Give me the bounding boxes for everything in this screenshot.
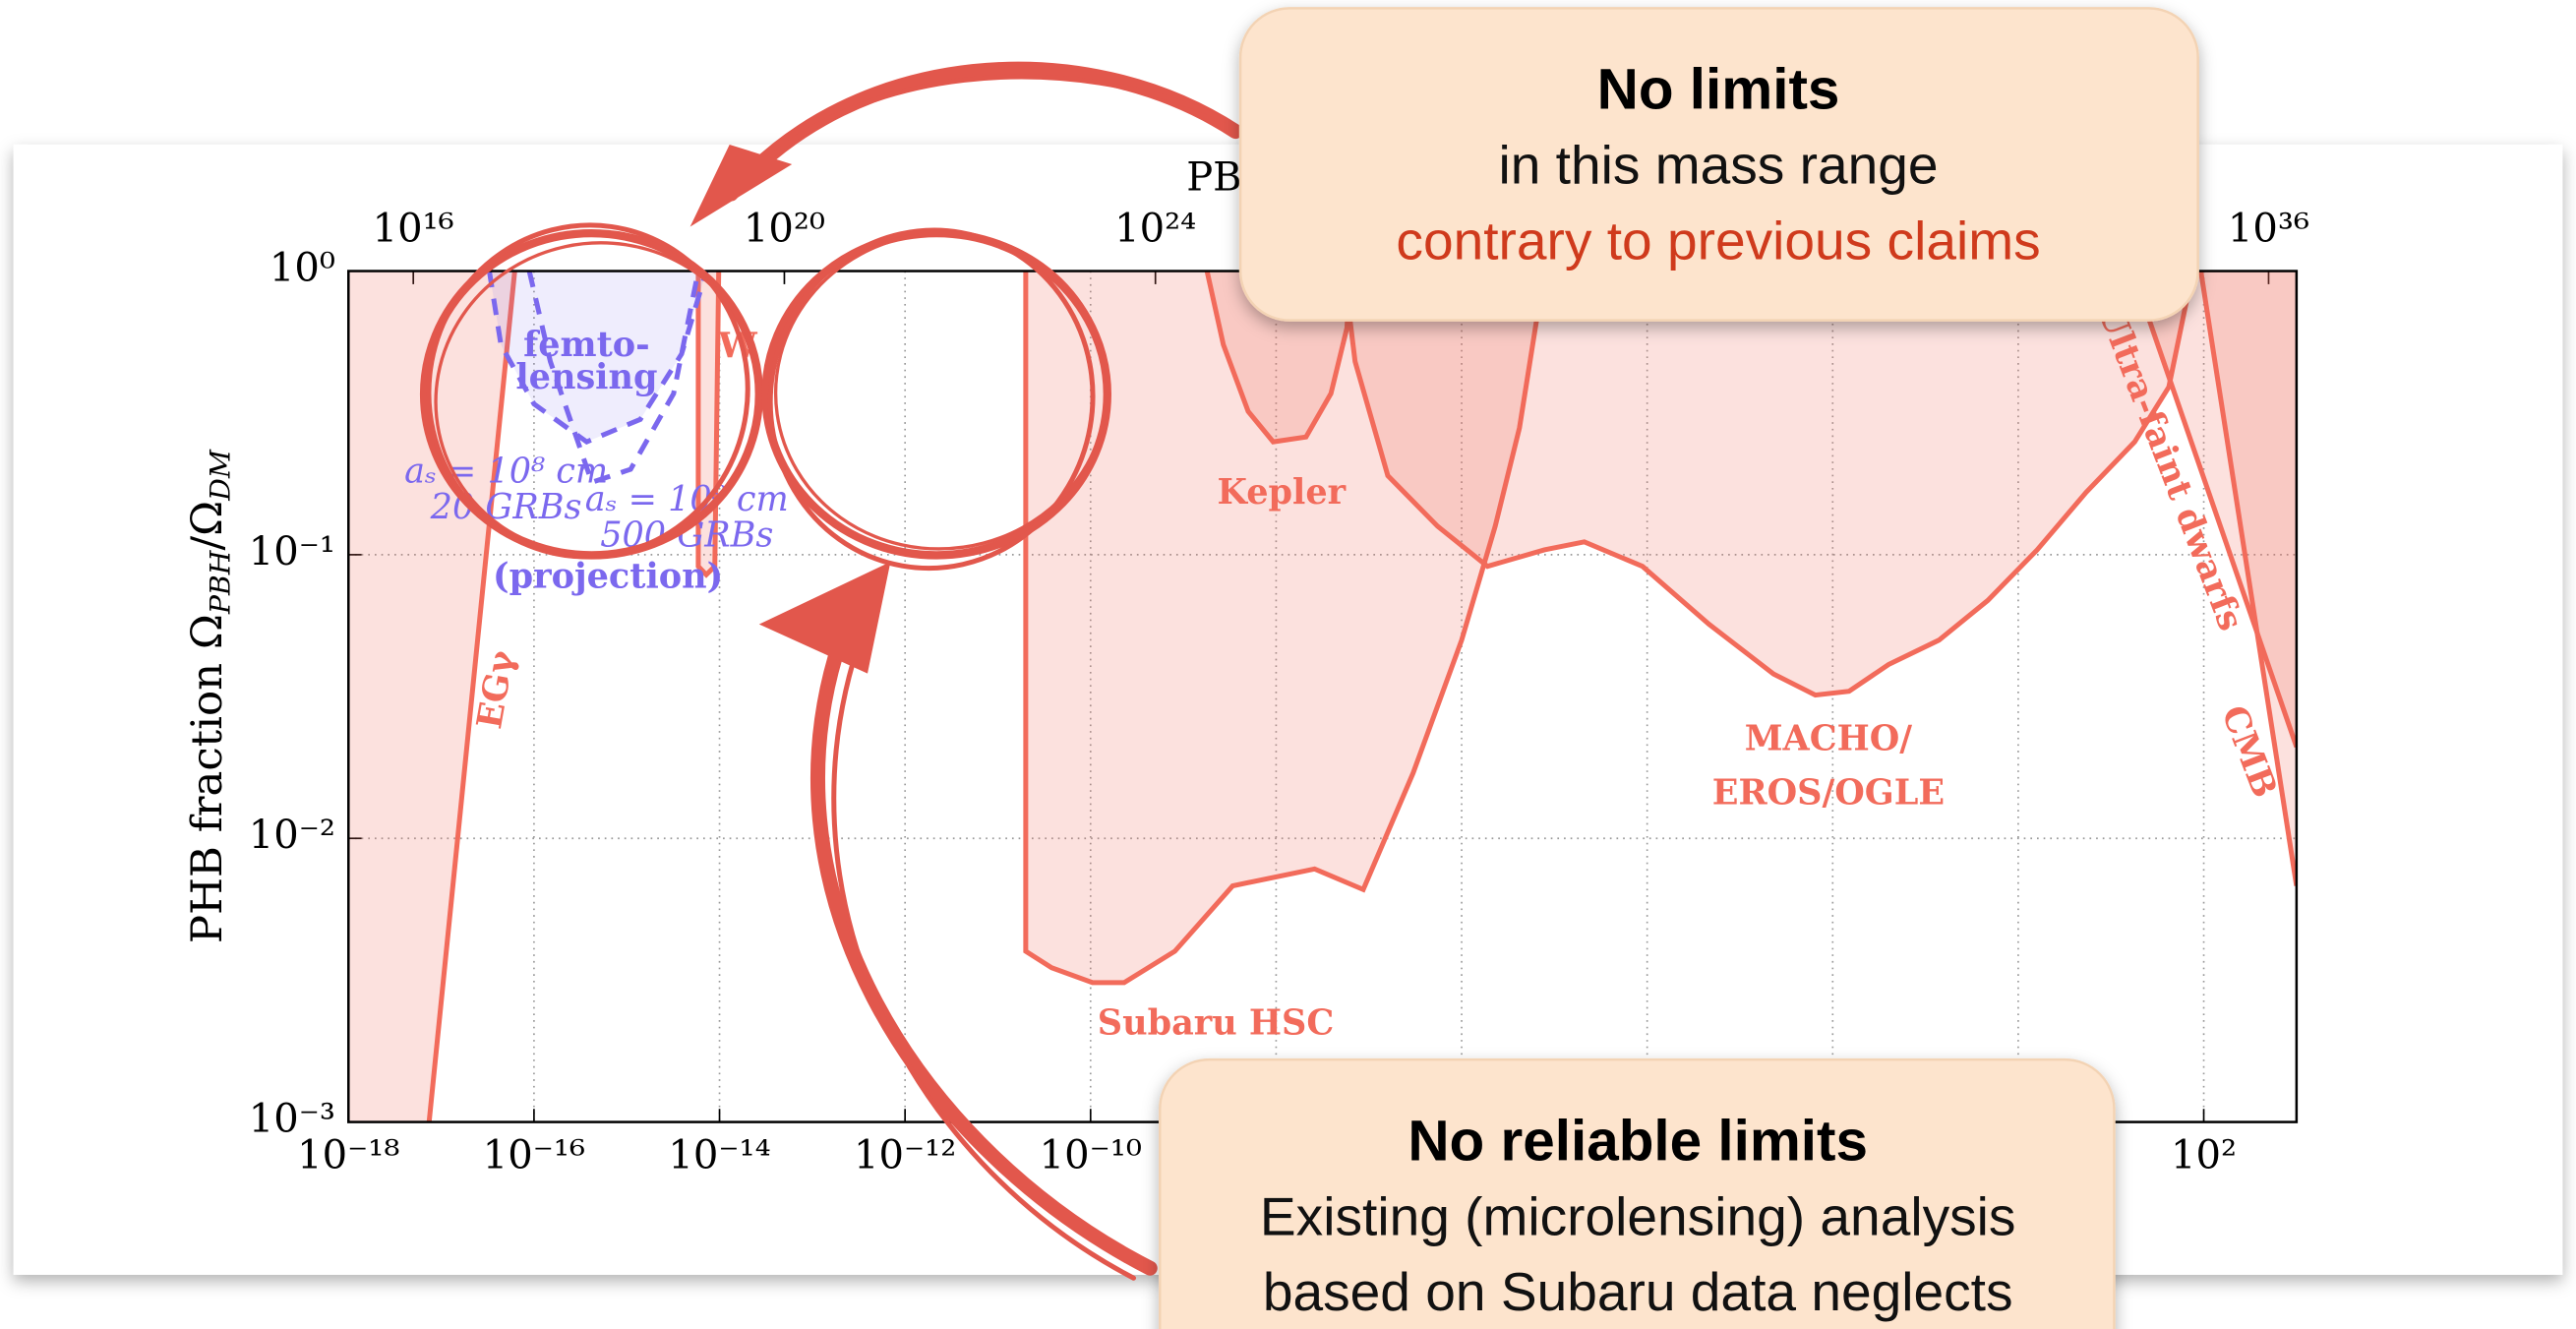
region-label: 20 GRBs	[430, 487, 582, 527]
callout-line: contrary to previous claims	[1396, 210, 2040, 271]
y-axis-title-part: PBH	[204, 549, 236, 615]
x-tick-label: 10⁻¹²	[854, 1132, 956, 1178]
y-axis-title: PHB fraction ΩPBH/ΩDM	[183, 449, 236, 943]
y-axis-title-part: /Ω	[183, 501, 232, 551]
x-tick-label: 10²	[2171, 1132, 2237, 1178]
annotation: lensing	[515, 357, 657, 397]
x-tick-label: 10⁻¹⁴	[668, 1132, 770, 1178]
y-axis-title-part: PHB fraction Ω	[183, 614, 232, 943]
x-tick-label: 10⁻¹⁶	[483, 1132, 585, 1178]
callout-title: No reliable limits	[1408, 1109, 1868, 1173]
callout-line: Existing (microlensing) analysis	[1260, 1185, 2016, 1246]
y-tick-label: 10⁰	[270, 246, 335, 291]
x2-tick-label: 10³⁶	[2228, 206, 2309, 251]
callout-title: No limits	[1597, 58, 1840, 122]
x2-tick-label: 10¹⁶	[373, 206, 454, 251]
y-tick-label: 10⁻¹	[249, 529, 335, 574]
x2-tick-label: 10²⁰	[744, 206, 825, 251]
y-tick-label: 10⁻³	[249, 1097, 335, 1142]
region-label: aₛ = 10⁹ cm	[585, 479, 789, 519]
y-tick-label: 10⁻²	[249, 813, 335, 858]
region-label: EROS/OGLE	[1712, 773, 1945, 814]
region-label: Subaru HSC	[1098, 1003, 1334, 1044]
y-axis-title-part: DM	[204, 449, 236, 502]
callout-line: based on Subaru data neglects	[1263, 1261, 2013, 1322]
x-tick-label: 10⁻¹⁰	[1040, 1132, 1142, 1178]
region-label: Kepler	[1218, 472, 1347, 513]
callout-line: in this mass range	[1498, 135, 1938, 196]
x2-tick-label: 10²⁴	[1114, 206, 1196, 251]
slide: 10⁻¹⁸10⁻¹⁶10⁻¹⁴10⁻¹²10⁻¹⁰10⁻⁸10⁻⁶10⁻⁴10⁻…	[0, 0, 2576, 1329]
region-label: MACHO/	[1745, 719, 1913, 759]
annotation: (projection)	[493, 556, 723, 596]
